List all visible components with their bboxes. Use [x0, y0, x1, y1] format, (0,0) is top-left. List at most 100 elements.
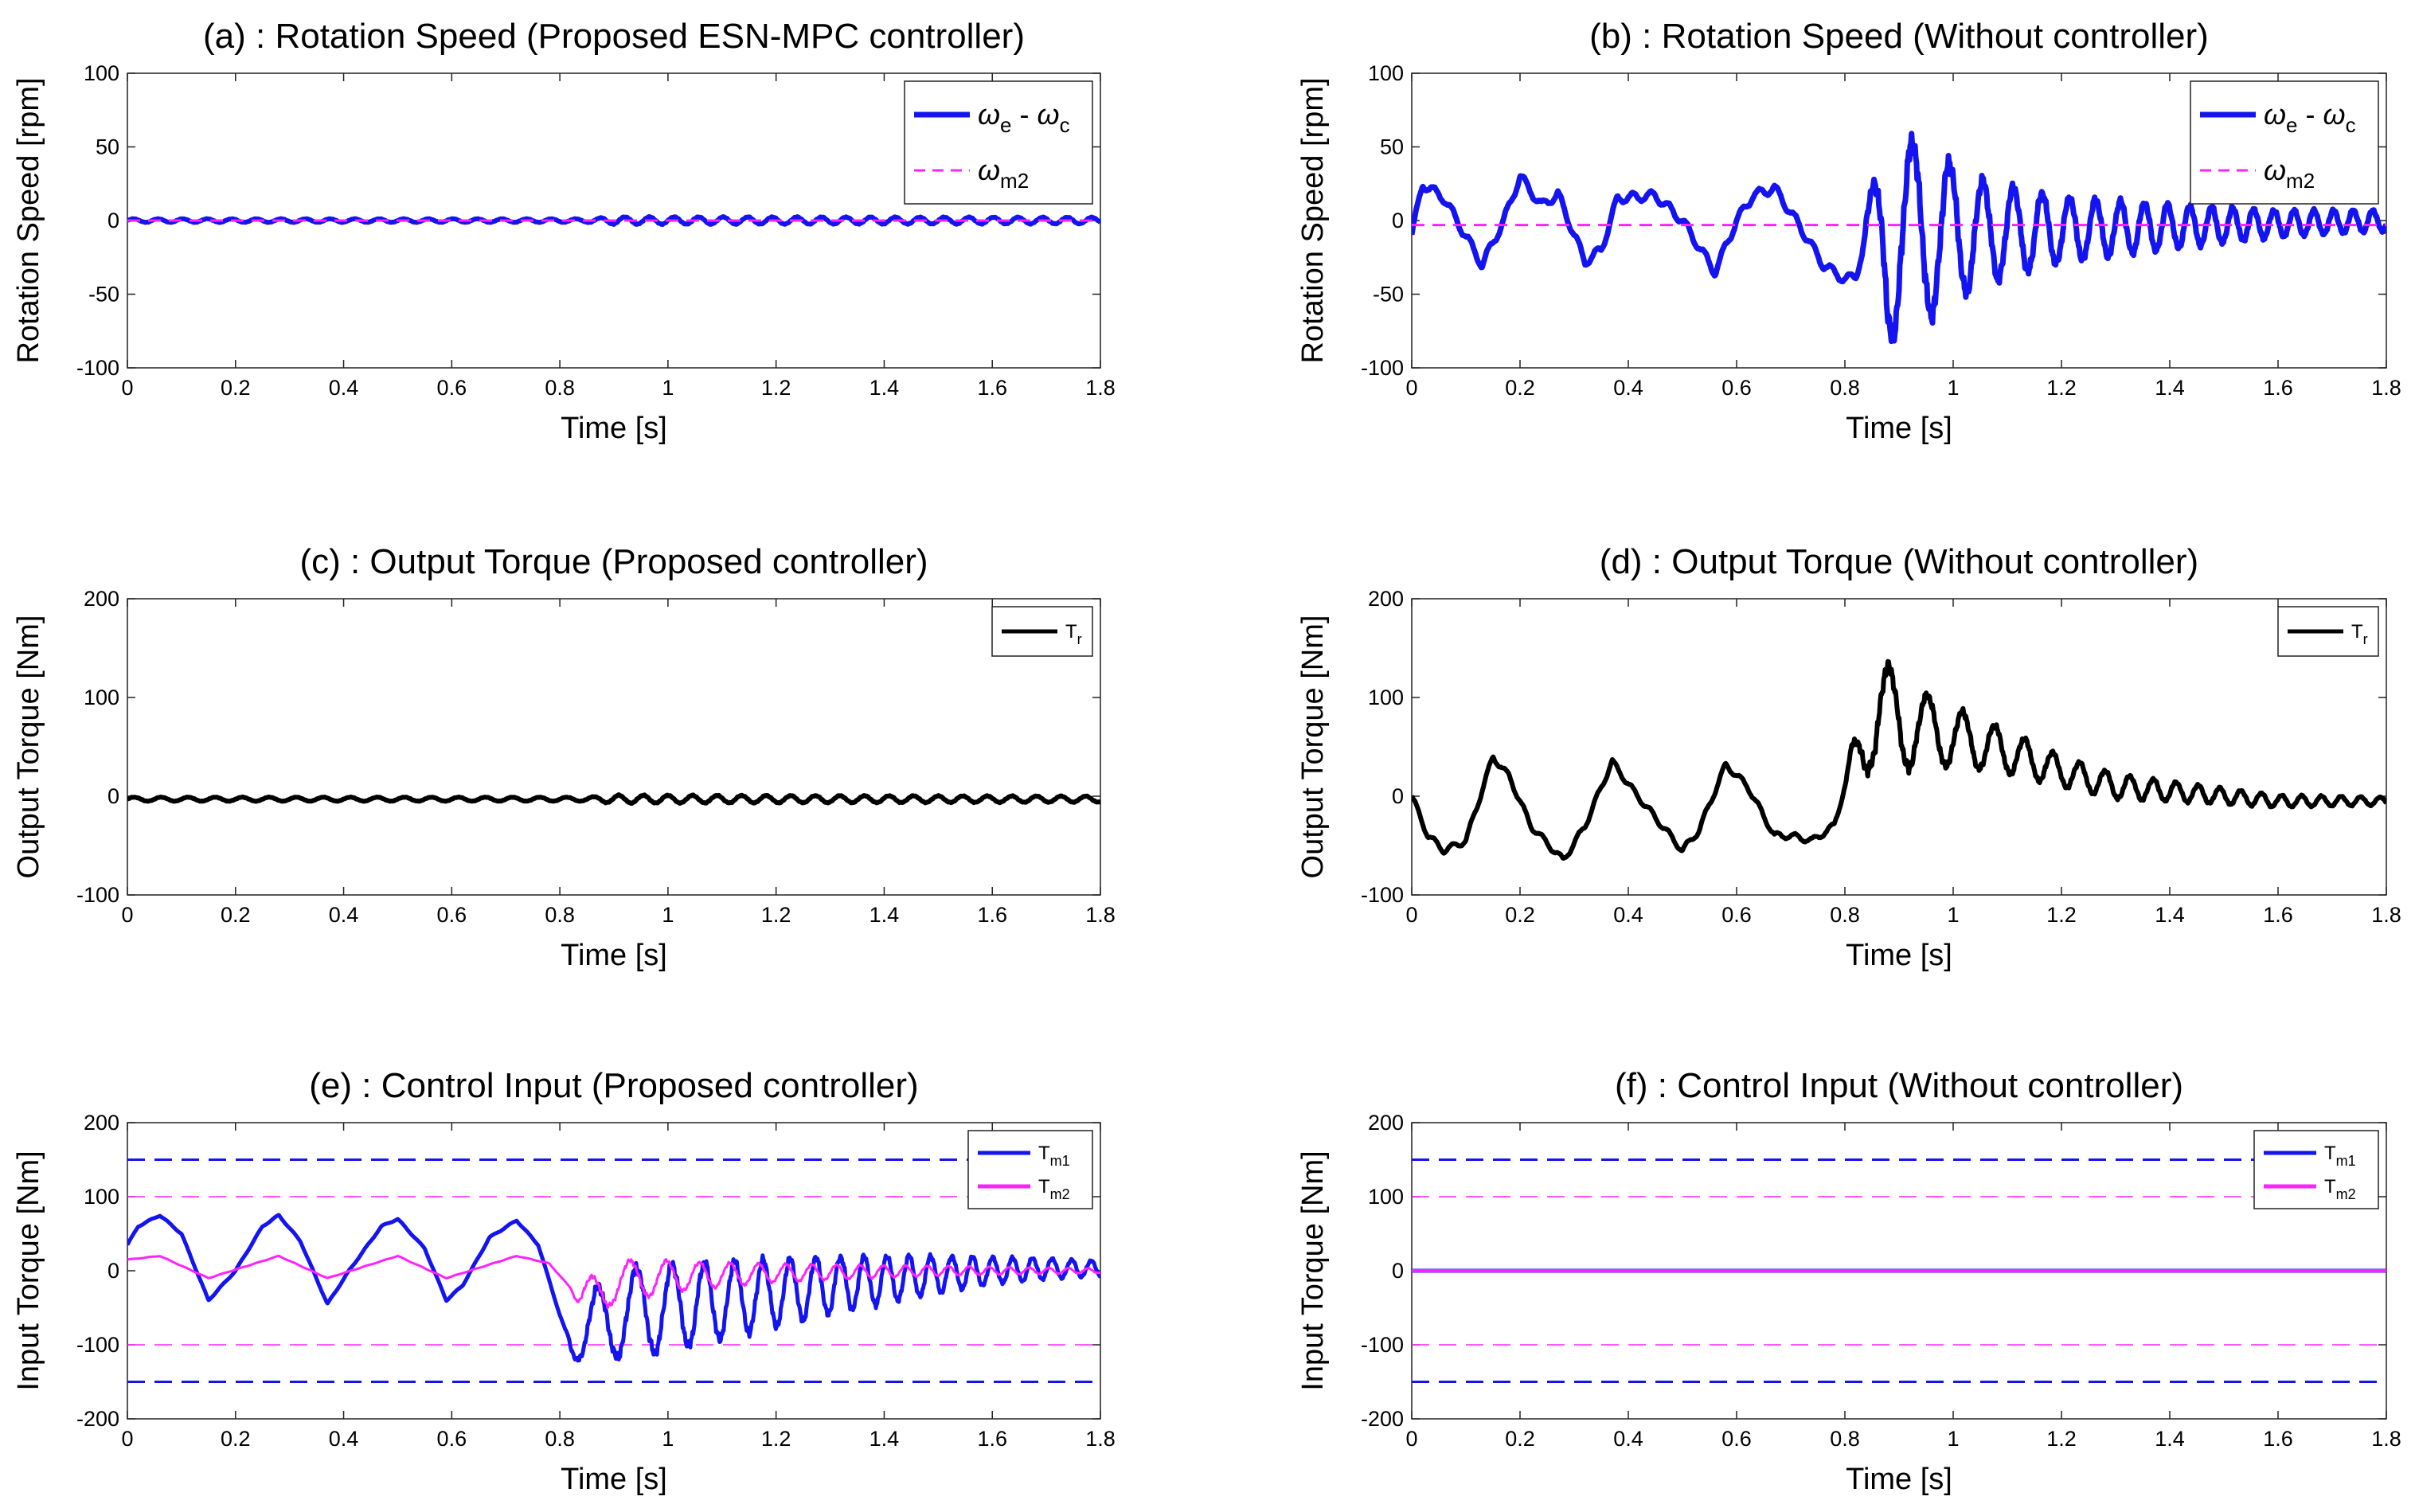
x-tick-label: 1.6: [2263, 1427, 2293, 1451]
x-tick-label: 0.2: [1505, 1427, 1535, 1451]
y-tick-label: 100: [1368, 686, 1404, 709]
y-tick-label: -200: [76, 1407, 119, 1431]
legend-label: Tm1: [1038, 1143, 1070, 1169]
panel-c: (c) : Output Torque (Proposed controller…: [12, 542, 1116, 972]
x-tick-label: 0.2: [221, 903, 251, 927]
chart-title: (d) : Output Torque (Without controller): [1600, 542, 2198, 581]
y-tick-label: 0: [107, 784, 119, 808]
y-tick-label: -100: [1361, 1333, 1404, 1357]
y-tick-label: -100: [1361, 356, 1404, 380]
x-tick-label: 0.8: [545, 903, 575, 927]
x-tick-label: 1.6: [2263, 903, 2293, 927]
y-tick-label: 200: [84, 587, 119, 611]
chart-title: (f) : Control Input (Without controller): [1615, 1066, 2183, 1105]
x-axis-label: Time [s]: [561, 412, 667, 445]
y-axis-label: Output Torque [Nm]: [12, 615, 45, 879]
panel-a: (a) : Rotation Speed (Proposed ESN-MPC c…: [12, 17, 1116, 445]
panel-b: (b) : Rotation Speed (Without controller…: [1296, 17, 2401, 445]
x-axis-label: Time [s]: [561, 939, 667, 972]
x-tick-label: 1.6: [2263, 376, 2293, 400]
x-tick-label: 1: [662, 903, 674, 927]
y-tick-label: -100: [76, 883, 119, 907]
x-tick-label: 0.8: [1830, 1427, 1860, 1451]
chart-title: (a) : Rotation Speed (Proposed ESN-MPC c…: [203, 17, 1025, 56]
series-line-t-r: [127, 792, 1100, 807]
y-tick-label: -100: [1361, 883, 1404, 907]
x-axis-label: Time [s]: [561, 1463, 667, 1496]
x-tick-label: 0.6: [1721, 903, 1752, 927]
y-axis-label: Rotation Speed [rpm]: [12, 77, 45, 363]
x-tick-label: 1.8: [1085, 903, 1116, 927]
y-tick-label: 0: [1392, 1259, 1404, 1283]
y-tick-label: 100: [84, 1185, 119, 1209]
x-tick-label: 0.2: [221, 376, 251, 400]
x-tick-label: 1.2: [2046, 1427, 2077, 1451]
legend-label: Tm1: [2324, 1143, 2356, 1169]
x-tick-label: 1.6: [977, 1427, 1007, 1451]
y-tick-label: -100: [76, 1333, 119, 1357]
x-tick-label: 1.8: [2371, 376, 2401, 400]
chart-title: (e) : Control Input (Proposed controller…: [309, 1066, 918, 1105]
y-tick-label: 100: [1368, 61, 1404, 85]
x-tick-label: 0: [121, 1427, 133, 1451]
x-tick-label: 0.4: [1613, 1427, 1643, 1451]
x-tick-label: 1.6: [977, 903, 1007, 927]
x-tick-label: 0: [121, 903, 133, 927]
x-tick-label: 1: [662, 1427, 674, 1451]
panel-f: (f) : Control Input (Without controller)…: [1296, 1066, 2401, 1496]
series-line-t-m2: [127, 1254, 1100, 1310]
x-axis-label: Time [s]: [1846, 939, 1952, 972]
legend: Tr: [991, 606, 1093, 657]
x-tick-label: 1.4: [2155, 376, 2185, 400]
y-axis-label: Output Torque [Nm]: [1296, 615, 1330, 879]
x-tick-label: 0.4: [1613, 903, 1643, 927]
x-tick-label: 1.4: [2155, 1427, 2185, 1451]
x-tick-label: 1.8: [1085, 1427, 1116, 1451]
y-tick-label: 0: [1392, 209, 1404, 232]
series-line-t-r: [1412, 658, 2386, 861]
x-tick-label: 0.6: [437, 1427, 467, 1451]
y-tick-label: 200: [1368, 1111, 1404, 1135]
y-tick-label: 0: [1392, 784, 1404, 808]
y-axis-label: Rotation Speed [rpm]: [1296, 77, 1330, 363]
x-tick-label: 0.2: [1505, 903, 1535, 927]
x-tick-label: 0.2: [221, 1427, 251, 1451]
x-tick-label: 0.2: [1505, 376, 1535, 400]
x-axis-label: Time [s]: [1846, 1463, 1952, 1496]
x-tick-label: 0.6: [437, 376, 467, 400]
legend-label: ωm2: [2264, 154, 2315, 193]
x-tick-label: 0.8: [545, 376, 575, 400]
x-tick-label: 0.6: [437, 903, 467, 927]
legend-label: ωe - ωc: [978, 98, 1070, 137]
legend-label: Tr: [1065, 621, 1082, 647]
x-tick-label: 1: [1947, 376, 1959, 400]
legend-box: [2190, 80, 2379, 205]
legend-box: [904, 80, 1093, 205]
y-axis-label: Input Torque [Nm]: [12, 1151, 45, 1390]
x-tick-label: 1.2: [2046, 376, 2077, 400]
legend-label: Tm2: [2324, 1176, 2356, 1202]
legend: ωe - ωc ωm2: [904, 80, 1093, 205]
x-tick-label: 0.6: [1721, 1427, 1752, 1451]
legend-label: Tr: [2351, 621, 2368, 647]
legend-label: ωe - ωc: [2264, 98, 2356, 137]
chart-title: (c) : Output Torque (Proposed controller…: [299, 542, 928, 581]
x-tick-label: 0: [1405, 903, 1417, 927]
plot-area: [127, 598, 1101, 896]
y-tick-label: 100: [84, 686, 119, 709]
x-tick-label: 1.2: [761, 903, 791, 927]
plot-area: [127, 1122, 1101, 1420]
legend-label: Tm2: [1038, 1176, 1070, 1202]
x-tick-label: 0.8: [545, 1427, 575, 1451]
y-axis-label: Input Torque [Nm]: [1296, 1151, 1330, 1390]
x-tick-label: 1: [1947, 903, 1959, 927]
x-tick-label: 0.8: [1830, 376, 1860, 400]
y-tick-label: 0: [107, 1259, 119, 1283]
x-tick-label: 0: [1405, 1427, 1417, 1451]
legend: Tr: [2277, 606, 2379, 657]
series-line-omega-e-omega-c: [1412, 131, 2386, 345]
x-tick-label: 1.8: [2371, 1427, 2401, 1451]
x-tick-label: 0.4: [329, 903, 359, 927]
